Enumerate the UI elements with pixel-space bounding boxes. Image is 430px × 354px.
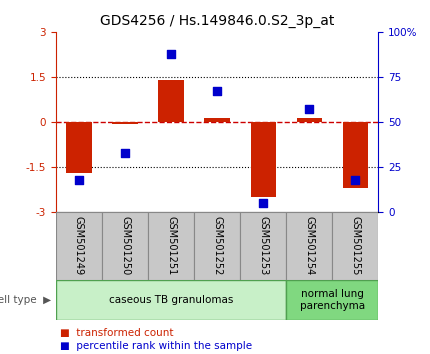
Bar: [66, 122, 92, 173]
Point: [306, 107, 313, 112]
Bar: [205, 118, 230, 122]
Text: normal lung
parenchyma: normal lung parenchyma: [300, 289, 365, 311]
Point: [76, 177, 83, 183]
Text: ■  percentile rank within the sample: ■ percentile rank within the sample: [60, 341, 252, 351]
Point: [214, 88, 221, 94]
Point: [260, 200, 267, 206]
Title: GDS4256 / Hs.149846.0.S2_3p_at: GDS4256 / Hs.149846.0.S2_3p_at: [100, 14, 335, 28]
Bar: [240, 212, 286, 280]
Text: GSM501255: GSM501255: [350, 216, 360, 276]
Text: GSM501250: GSM501250: [120, 216, 130, 276]
Point: [168, 51, 175, 56]
Point: [122, 150, 129, 156]
Text: cell type  ▶: cell type ▶: [0, 295, 52, 305]
Bar: [158, 80, 184, 122]
Bar: [102, 212, 148, 280]
Bar: [332, 212, 378, 280]
Bar: [251, 122, 276, 198]
Bar: [286, 280, 378, 320]
Text: caseous TB granulomas: caseous TB granulomas: [109, 295, 233, 305]
Bar: [297, 118, 322, 122]
Text: GSM501253: GSM501253: [258, 216, 268, 276]
Bar: [112, 122, 138, 124]
Bar: [194, 212, 240, 280]
Bar: [286, 212, 332, 280]
Bar: [56, 280, 286, 320]
Point: [352, 177, 359, 183]
Text: GSM501254: GSM501254: [304, 216, 314, 276]
Bar: [56, 212, 102, 280]
Bar: [343, 122, 368, 188]
Text: ■  transformed count: ■ transformed count: [60, 329, 174, 338]
Text: GSM501251: GSM501251: [166, 216, 176, 276]
Text: GSM501252: GSM501252: [212, 216, 222, 276]
Bar: [148, 212, 194, 280]
Text: GSM501249: GSM501249: [74, 216, 84, 276]
